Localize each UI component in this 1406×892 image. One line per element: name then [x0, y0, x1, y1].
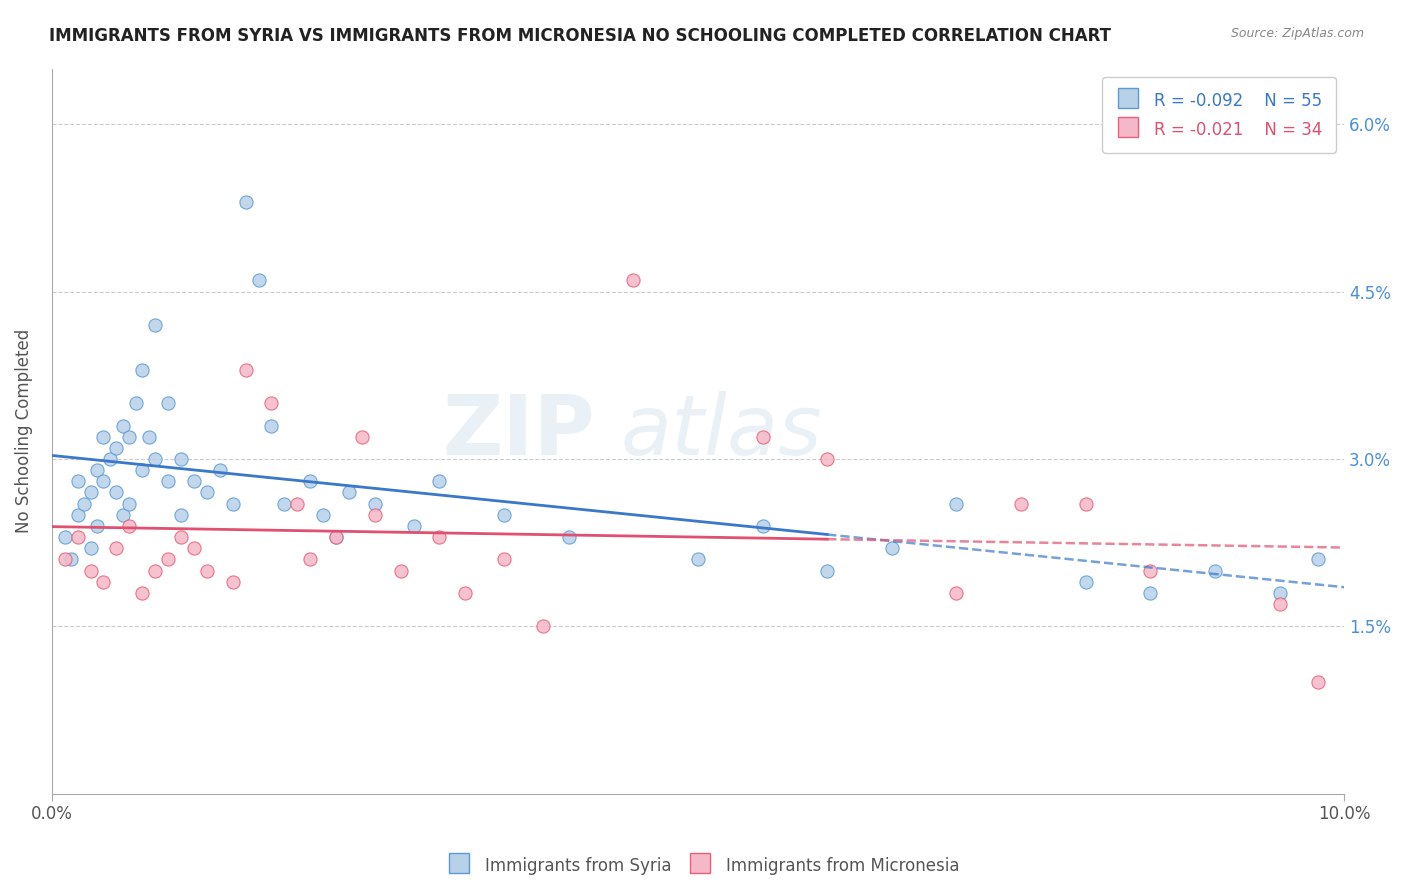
Y-axis label: No Schooling Completed: No Schooling Completed [15, 329, 32, 533]
Point [299, 552, 322, 566]
Point [118, 497, 141, 511]
Point [221, 574, 243, 589]
Text: ZIP: ZIP [441, 391, 595, 472]
Point [138, 430, 160, 444]
Point [299, 475, 322, 489]
Point [86, 463, 108, 477]
Point [170, 530, 193, 544]
Point [143, 452, 166, 467]
Point [751, 430, 773, 444]
Point [880, 541, 903, 556]
Point [454, 586, 477, 600]
Point [221, 497, 243, 511]
Point [79, 564, 101, 578]
Point [621, 273, 644, 287]
Point [195, 564, 218, 578]
Point [325, 530, 347, 544]
Point [143, 564, 166, 578]
Point [60, 552, 83, 566]
Point [66, 475, 89, 489]
Point [686, 552, 709, 566]
Point [1074, 574, 1097, 589]
Point [350, 430, 373, 444]
Point [1268, 586, 1291, 600]
Point [285, 497, 308, 511]
Point [1308, 552, 1330, 566]
Point [79, 541, 101, 556]
Point [118, 430, 141, 444]
Point [131, 463, 153, 477]
Point [125, 396, 148, 410]
Point [945, 497, 967, 511]
Point [195, 485, 218, 500]
Point [815, 452, 838, 467]
Point [73, 497, 96, 511]
Point [131, 586, 153, 600]
Point [1074, 497, 1097, 511]
Text: atlas: atlas [620, 391, 823, 472]
Point [105, 485, 128, 500]
Point [429, 530, 451, 544]
Point [157, 475, 180, 489]
Point [325, 530, 347, 544]
Point [945, 586, 967, 600]
Text: Source: ZipAtlas.com: Source: ZipAtlas.com [1230, 27, 1364, 40]
Point [143, 318, 166, 332]
Point [118, 519, 141, 533]
Point [53, 552, 76, 566]
Point [1010, 497, 1032, 511]
Legend: Immigrants from Syria, Immigrants from Micronesia: Immigrants from Syria, Immigrants from M… [439, 847, 967, 884]
Point [66, 508, 89, 522]
Point [131, 363, 153, 377]
Point [1204, 564, 1226, 578]
Point [86, 519, 108, 533]
Point [247, 273, 270, 287]
Point [260, 396, 283, 410]
Point [815, 564, 838, 578]
Point [1308, 675, 1330, 690]
Point [557, 530, 579, 544]
Point [157, 396, 180, 410]
Point [751, 519, 773, 533]
Point [531, 619, 554, 633]
Point [429, 475, 451, 489]
Point [93, 475, 115, 489]
Point [105, 541, 128, 556]
Point [273, 497, 295, 511]
Point [53, 530, 76, 544]
Point [337, 485, 360, 500]
Point [364, 497, 387, 511]
Point [260, 418, 283, 433]
Point [235, 195, 257, 210]
Point [402, 519, 425, 533]
Point [208, 463, 231, 477]
Point [98, 452, 121, 467]
Point [494, 552, 516, 566]
Point [1268, 597, 1291, 611]
Point [183, 541, 205, 556]
Point [105, 441, 128, 455]
Point [170, 508, 193, 522]
Point [93, 574, 115, 589]
Point [111, 418, 134, 433]
Point [1139, 586, 1161, 600]
Point [157, 552, 180, 566]
Point [111, 508, 134, 522]
Point [364, 508, 387, 522]
Point [1139, 564, 1161, 578]
Point [389, 564, 412, 578]
Point [93, 430, 115, 444]
Point [66, 530, 89, 544]
Point [79, 485, 101, 500]
Text: IMMIGRANTS FROM SYRIA VS IMMIGRANTS FROM MICRONESIA NO SCHOOLING COMPLETED CORRE: IMMIGRANTS FROM SYRIA VS IMMIGRANTS FROM… [49, 27, 1111, 45]
Point [494, 508, 516, 522]
Legend: R = -0.092    N = 55, R = -0.021    N = 34: R = -0.092 N = 55, R = -0.021 N = 34 [1102, 77, 1336, 153]
Point [235, 363, 257, 377]
Point [170, 452, 193, 467]
Point [312, 508, 335, 522]
Point [183, 475, 205, 489]
